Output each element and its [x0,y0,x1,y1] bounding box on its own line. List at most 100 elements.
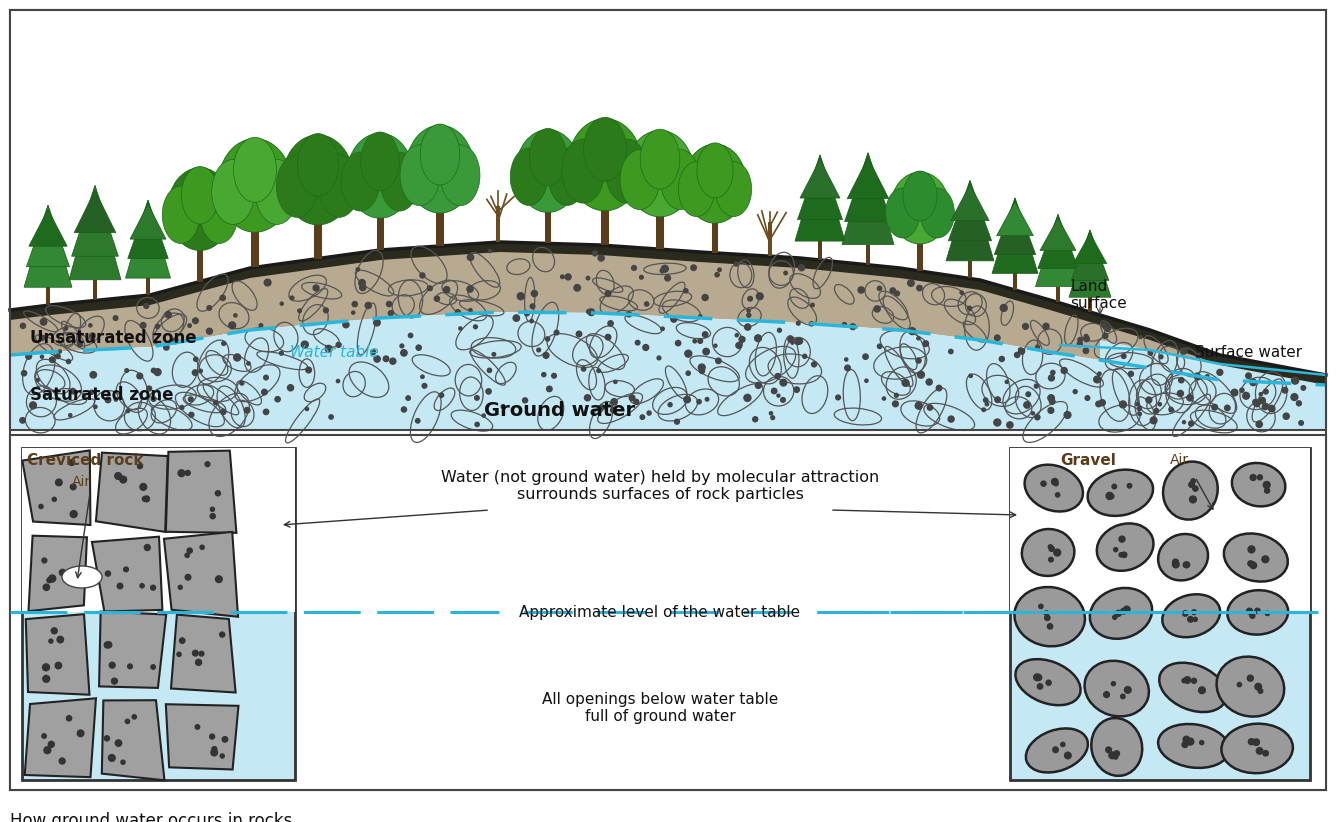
Circle shape [1177,390,1184,396]
Circle shape [48,741,55,747]
Circle shape [1049,545,1053,549]
Circle shape [874,306,880,312]
Circle shape [961,291,963,294]
Text: Air: Air [1170,453,1189,467]
Polygon shape [1100,340,1327,430]
Circle shape [581,367,585,371]
Circle shape [67,359,71,363]
Circle shape [788,336,794,342]
Circle shape [890,288,895,293]
Polygon shape [164,532,238,616]
Circle shape [983,398,987,402]
Ellipse shape [1221,723,1293,774]
Circle shape [850,324,856,330]
Circle shape [1085,395,1090,400]
Circle shape [41,558,47,563]
Ellipse shape [697,143,733,198]
Circle shape [374,320,381,326]
Bar [314,215,322,259]
Circle shape [188,397,194,402]
Circle shape [915,402,922,409]
Circle shape [916,337,921,339]
Circle shape [713,344,717,347]
Circle shape [207,306,211,310]
Circle shape [1192,610,1197,615]
Ellipse shape [341,152,379,211]
Circle shape [1212,404,1217,410]
Circle shape [401,349,407,356]
Circle shape [1034,384,1038,388]
Polygon shape [171,615,235,692]
Ellipse shape [282,135,354,225]
Circle shape [151,585,155,590]
Ellipse shape [255,159,298,224]
Circle shape [1205,375,1209,379]
Circle shape [1217,369,1222,376]
Circle shape [744,395,751,401]
Polygon shape [994,198,1035,255]
Circle shape [703,349,709,355]
Circle shape [611,407,616,413]
Circle shape [1018,348,1022,352]
Ellipse shape [1015,659,1081,705]
Circle shape [67,716,72,721]
Bar [1013,274,1017,290]
Circle shape [40,319,47,326]
Bar [916,236,923,271]
Circle shape [895,394,898,397]
Circle shape [71,484,76,490]
Ellipse shape [715,162,752,217]
Circle shape [863,354,868,359]
Circle shape [1136,403,1140,406]
Circle shape [178,470,184,477]
Circle shape [647,411,651,415]
Circle shape [882,397,886,400]
Polygon shape [1035,215,1081,287]
Circle shape [1018,349,1025,354]
Circle shape [486,389,492,394]
Circle shape [1116,611,1121,616]
Circle shape [1253,399,1259,404]
Polygon shape [9,242,1327,385]
Circle shape [1047,408,1054,413]
Circle shape [244,408,250,413]
Circle shape [636,340,640,345]
Circle shape [892,401,898,407]
Circle shape [1001,304,1007,312]
Polygon shape [9,312,1327,430]
Circle shape [492,353,496,356]
Circle shape [1178,377,1184,383]
Circle shape [41,734,47,738]
Circle shape [222,737,227,742]
Circle shape [106,571,111,576]
Circle shape [693,339,696,343]
Circle shape [401,407,406,412]
Circle shape [90,390,94,395]
Circle shape [600,405,604,410]
Circle shape [57,636,64,643]
Circle shape [440,393,444,397]
Circle shape [1054,549,1061,556]
Circle shape [163,344,170,350]
Circle shape [640,415,644,419]
Polygon shape [9,10,1327,375]
Circle shape [140,322,146,328]
Circle shape [937,386,942,390]
Polygon shape [72,186,119,256]
Circle shape [907,279,914,286]
Circle shape [587,276,589,279]
Circle shape [106,397,111,403]
Circle shape [220,409,226,414]
Polygon shape [9,242,1327,385]
Circle shape [1237,682,1241,686]
Circle shape [1129,372,1133,376]
Circle shape [1194,373,1200,378]
Circle shape [1085,335,1088,338]
Circle shape [1023,402,1030,409]
Circle shape [1114,750,1120,756]
Circle shape [204,462,210,467]
Ellipse shape [162,186,199,243]
Ellipse shape [625,131,695,217]
Circle shape [111,678,118,684]
Polygon shape [847,157,888,199]
